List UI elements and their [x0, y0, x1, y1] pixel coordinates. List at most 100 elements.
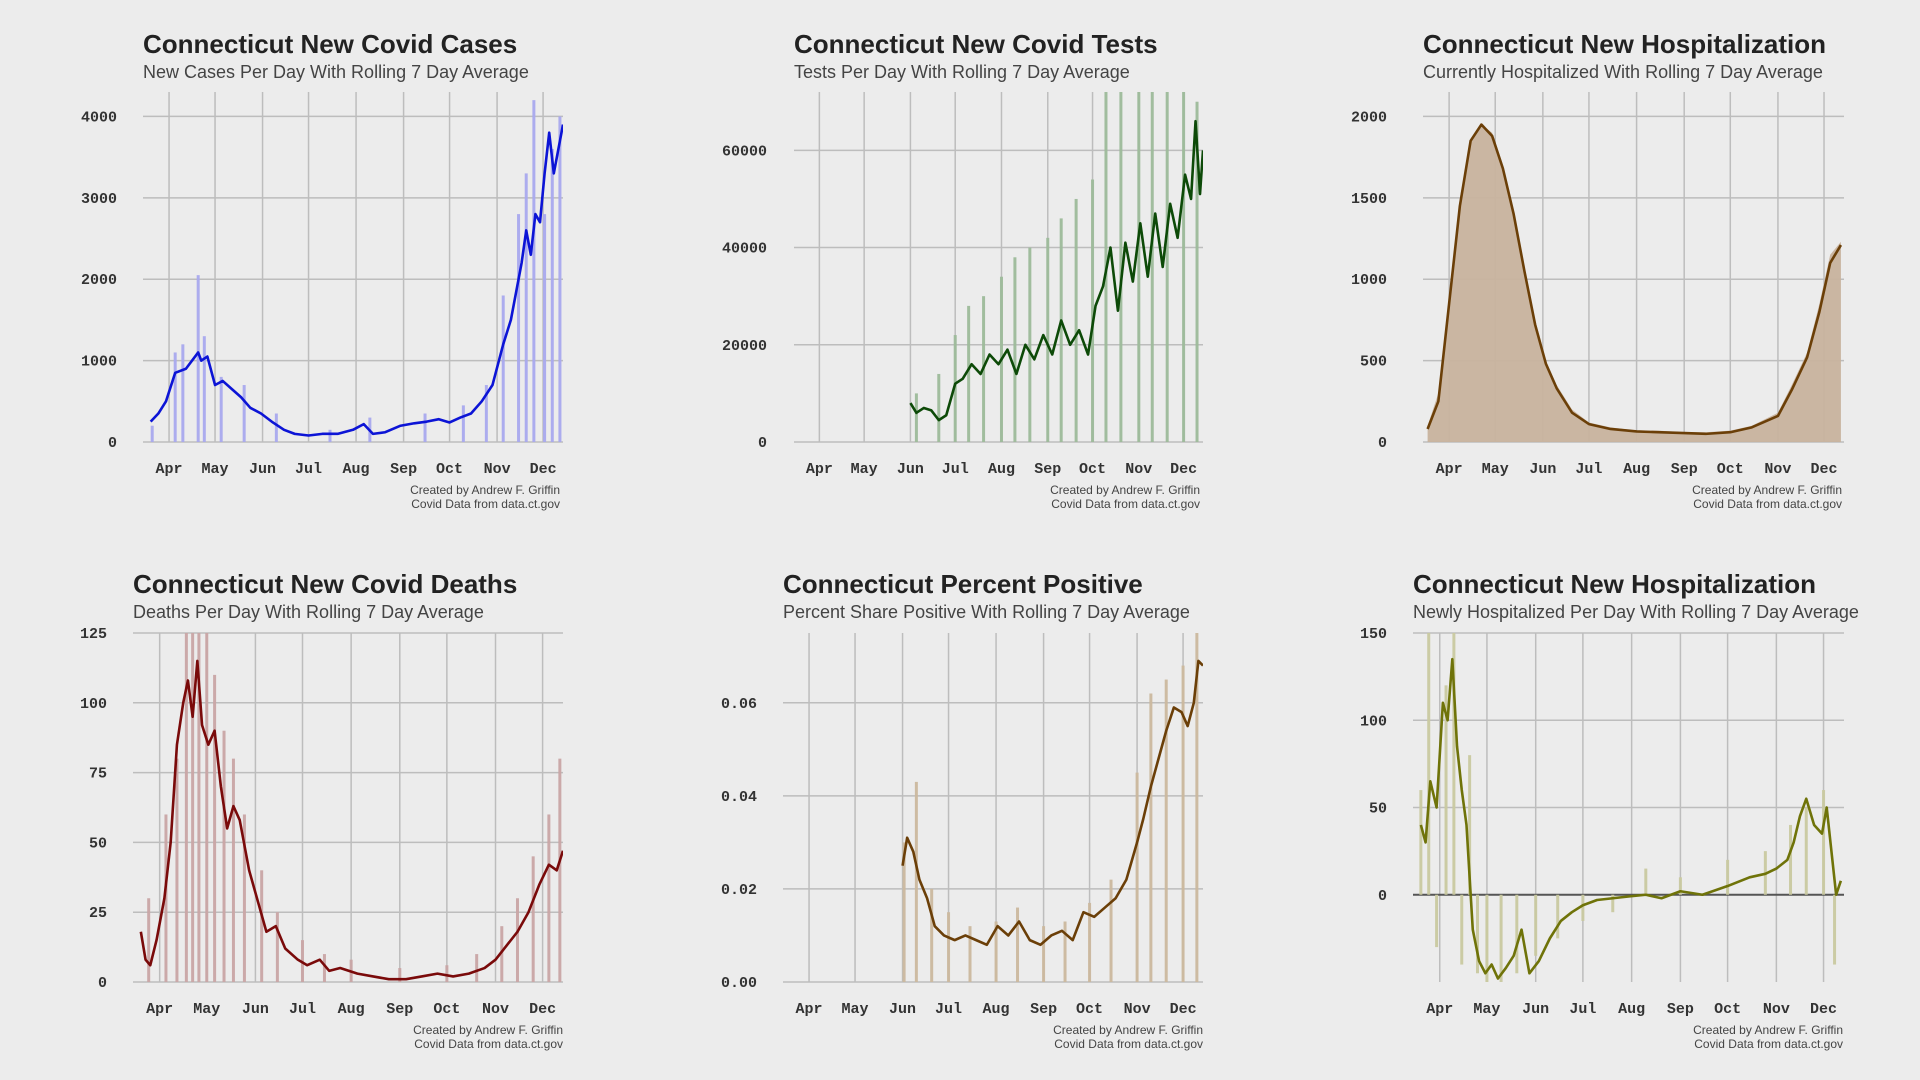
- data-bar: [1119, 92, 1123, 442]
- chart-caption: Created by Andrew F. Griffin: [410, 483, 560, 497]
- data-bar: [242, 814, 246, 982]
- bar-series: [902, 633, 1199, 982]
- x-tick-label: Aug: [338, 1001, 365, 1018]
- y-tick-label: 50: [89, 835, 107, 852]
- chart-caption: Created by Andrew F. Griffin: [1693, 1023, 1843, 1037]
- x-tick-label: Aug: [988, 461, 1015, 478]
- average-line: [139, 659, 563, 981]
- data-bar: [1644, 868, 1648, 895]
- chart-caption: Covid Data from data.ct.gov: [1694, 1037, 1843, 1051]
- x-tick-label: Aug: [1623, 461, 1650, 478]
- data-bar: [953, 335, 957, 442]
- data-bar: [322, 954, 326, 982]
- x-tick-label: Jul: [942, 461, 969, 478]
- chart-panel-6: Connecticut New Hospitalization Newly Hos…: [1360, 569, 1859, 1051]
- data-bar: [275, 912, 279, 982]
- data-bar: [1088, 902, 1092, 982]
- data-bar: [1435, 894, 1439, 948]
- x-tick-label: Sep: [390, 461, 417, 478]
- chart-marks: [909, 92, 1203, 442]
- x-tick-label: May: [851, 461, 878, 478]
- x-tick-label: Jul: [935, 1001, 962, 1018]
- data-bar: [1534, 894, 1538, 956]
- data-bar: [445, 965, 449, 982]
- data-bar: [1581, 894, 1585, 921]
- chart-panel-4: Connecticut New Covid Deaths Deaths Per D…: [80, 569, 563, 1051]
- data-bar: [550, 148, 554, 442]
- data-bar: [902, 842, 906, 982]
- x-tick-label: Jun: [1522, 1001, 1549, 1018]
- x-tick-label: Dec: [1170, 461, 1197, 478]
- chart-panel-1: Connecticut New Covid Cases New Cases Per…: [81, 29, 563, 511]
- chart-panel-5: Connecticut Percent Positive Percent Shar…: [721, 569, 1203, 1051]
- chart-marks: [1426, 123, 1843, 442]
- chart-caption: Covid Data from data.ct.gov: [1693, 497, 1842, 511]
- x-tick-label: May: [1482, 461, 1509, 478]
- y-tick-label: 2000: [1351, 109, 1387, 126]
- x-tick-label: Aug: [1618, 1001, 1645, 1018]
- chart-subtitle: Deaths Per Day With Rolling 7 Day Averag…: [133, 602, 484, 622]
- data-bar: [930, 888, 934, 982]
- x-tick-label: Sep: [1671, 461, 1698, 478]
- x-tick-label: Apr: [156, 461, 183, 478]
- chart-caption: Created by Andrew F. Griffin: [413, 1023, 563, 1037]
- data-bar: [1059, 218, 1063, 442]
- area-series: [1427, 124, 1841, 442]
- data-bar: [1822, 790, 1826, 895]
- data-bar: [1042, 926, 1046, 982]
- data-bar: [274, 413, 278, 442]
- data-bar: [994, 921, 998, 982]
- x-tick-label: Sep: [386, 1001, 413, 1018]
- x-tick-label: Dec: [1170, 1001, 1197, 1018]
- chart-subtitle: Newly Hospitalized Per Day With Rolling …: [1413, 602, 1859, 622]
- x-tick-label: Oct: [1079, 461, 1106, 478]
- bar-series: [147, 633, 562, 982]
- data-bar: [398, 968, 402, 982]
- x-tick-label: Apr: [806, 461, 833, 478]
- x-tick-label: Dec: [1810, 1001, 1837, 1018]
- y-tick-label: 500: [1360, 354, 1387, 371]
- y-tick-label: 60000: [722, 143, 767, 160]
- average-line: [909, 119, 1203, 422]
- y-tick-label: 4000: [81, 109, 117, 126]
- x-tick-label: Dec: [1811, 461, 1838, 478]
- chart-subtitle: New Cases Per Day With Rolling 7 Day Ave…: [143, 62, 529, 82]
- data-bar: [191, 633, 195, 982]
- data-bar: [947, 912, 951, 982]
- data-bar: [937, 373, 941, 442]
- x-tick-label: Oct: [1714, 1001, 1741, 1018]
- x-tick-label: Jun: [249, 461, 276, 478]
- data-bar: [1726, 859, 1730, 895]
- data-bar: [328, 429, 332, 442]
- x-tick-label: Nov: [1124, 1001, 1151, 1018]
- chart-subtitle: Percent Share Positive With Rolling 7 Da…: [783, 602, 1190, 622]
- x-tick-label: Oct: [436, 461, 463, 478]
- x-tick-label: Jul: [295, 461, 322, 478]
- data-bar: [1046, 237, 1050, 442]
- x-tick-label: Oct: [1076, 1001, 1103, 1018]
- data-bar: [242, 385, 246, 442]
- data-bar: [1150, 92, 1154, 442]
- data-bar: [1515, 894, 1519, 974]
- y-tick-label: 150: [1360, 626, 1387, 643]
- x-tick-label: Aug: [983, 1001, 1010, 1018]
- x-tick-label: May: [202, 461, 229, 478]
- data-bar: [1485, 894, 1489, 982]
- data-bar: [1109, 879, 1113, 982]
- data-bar: [197, 633, 201, 982]
- x-tick-label: Nov: [1764, 461, 1791, 478]
- data-bar: [1149, 693, 1153, 982]
- data-bar: [202, 336, 206, 442]
- data-bar: [1444, 685, 1448, 895]
- chart-caption: Covid Data from data.ct.gov: [411, 497, 560, 511]
- data-bar: [914, 393, 918, 442]
- data-bar: [461, 405, 465, 442]
- gridlines: [133, 632, 563, 983]
- y-tick-label: 3000: [81, 191, 117, 208]
- data-bar: [1195, 633, 1199, 982]
- data-bar: [205, 633, 209, 982]
- data-bar: [543, 214, 547, 442]
- x-tick-label: Apr: [146, 1001, 173, 1018]
- x-tick-label: Sep: [1667, 1001, 1694, 1018]
